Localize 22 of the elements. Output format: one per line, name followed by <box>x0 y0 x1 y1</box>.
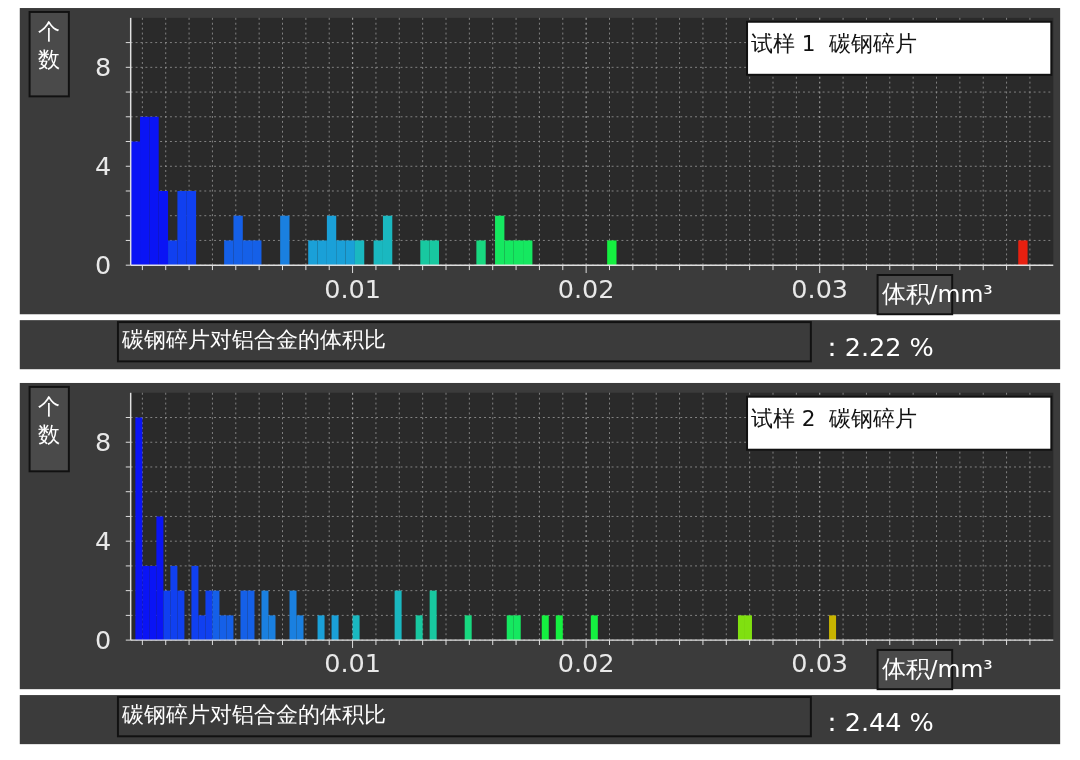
text: 碳钢碎片对铝合金的体积比 <box>120 701 386 727</box>
y-tick-label: 4 <box>95 526 112 557</box>
y-tick-label: 4 <box>95 151 112 182</box>
x-tick-label: 0.03 <box>791 273 849 304</box>
y-tick-label: 0 <box>95 250 112 281</box>
text: 碳钢碎片对铝合金的体积比 <box>120 326 386 352</box>
x-tick-label: 0.01 <box>324 273 381 304</box>
text: 试样 1 碳钢碎片 <box>750 31 918 57</box>
x-tick-label: 0.03 <box>791 648 849 679</box>
x-axis-title: 体积/mm³ <box>881 655 993 684</box>
x-axis-title: 体积/mm³ <box>881 280 993 309</box>
y-tick-label: 8 <box>95 427 112 458</box>
y-tick-label: 8 <box>95 52 112 83</box>
y-tick-label: 0 <box>95 624 112 655</box>
y-axis-title: 个数 <box>38 394 61 447</box>
text: ：2.22 % <box>818 332 934 363</box>
x-tick-label: 0.02 <box>557 273 615 304</box>
x-tick-label: 0.01 <box>324 648 381 679</box>
y-axis-title: 个数 <box>38 19 61 72</box>
text: 试样 2 碳钢碎片 <box>750 406 918 432</box>
x-tick-label: 0.02 <box>557 648 615 679</box>
text: ：2.44 % <box>818 707 934 738</box>
